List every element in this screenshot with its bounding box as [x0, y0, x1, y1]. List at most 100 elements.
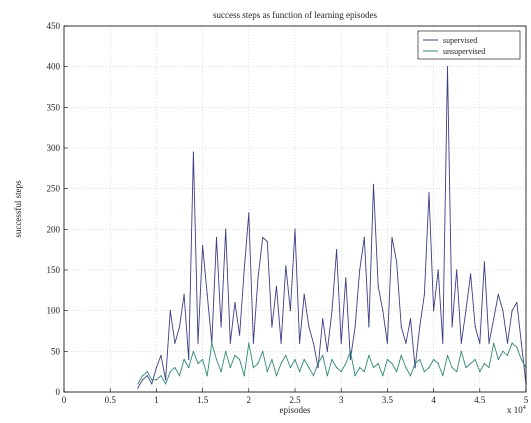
data-point-supervised — [165, 379, 167, 381]
x-tick-label: 4.5 — [474, 395, 486, 405]
legend: supervised unsupervised — [417, 30, 521, 60]
y-tick-label: 350 — [47, 102, 61, 112]
data-point-unsupervised — [405, 367, 407, 369]
data-point-supervised — [178, 326, 181, 328]
data-point-supervised — [520, 342, 522, 344]
data-point-supervised — [409, 318, 412, 320]
legend-label-supervised: supervised — [443, 36, 477, 45]
data-point-supervised — [317, 367, 319, 369]
data-point-unsupervised — [275, 375, 278, 377]
data-point-unsupervised — [493, 342, 495, 344]
legend-box — [417, 30, 521, 60]
data-point-supervised — [511, 310, 513, 312]
data-point-unsupervised — [419, 358, 421, 361]
data-point-supervised — [474, 326, 476, 328]
x-tick-label: 3.5 — [382, 395, 394, 405]
data-point-supervised — [155, 367, 157, 369]
data-point-supervised — [488, 342, 490, 344]
data-point-supervised — [188, 358, 190, 361]
data-point-supervised — [345, 277, 347, 279]
data-point-unsupervised — [354, 375, 356, 377]
data-point-supervised — [229, 342, 231, 344]
data-point-supervised — [497, 293, 499, 295]
data-point-unsupervised — [363, 371, 365, 373]
data-point-unsupervised — [252, 367, 255, 369]
data-point-supervised — [479, 342, 481, 344]
data-point-unsupervised — [497, 358, 499, 361]
x-tick-label: 2.5 — [289, 395, 301, 405]
data-point-supervised — [433, 310, 435, 312]
data-point-unsupervised — [391, 362, 393, 365]
data-point-supervised — [451, 326, 453, 328]
data-point-supervised — [192, 151, 194, 153]
data-point-unsupervised — [225, 350, 227, 352]
data-point-unsupervised — [469, 362, 472, 365]
data-point-supervised — [326, 350, 328, 352]
data-point-supervised — [141, 379, 144, 381]
data-point-supervised — [396, 261, 398, 263]
data-point-unsupervised — [433, 358, 435, 361]
data-point-unsupervised — [229, 367, 231, 369]
data-point-unsupervised — [368, 354, 370, 356]
data-point-unsupervised — [169, 371, 171, 373]
data-point-supervised — [137, 387, 139, 389]
series-layer — [137, 66, 527, 389]
data-point-unsupervised — [451, 367, 453, 369]
data-point-unsupervised — [400, 354, 402, 356]
data-point-supervised — [252, 342, 255, 344]
data-point-supervised — [294, 228, 296, 230]
data-point-supervised — [146, 375, 148, 377]
data-point-unsupervised — [206, 375, 208, 377]
data-point-supervised — [493, 318, 495, 320]
data-point-supervised — [460, 342, 462, 344]
x-multiplier-label: x 104 — [507, 405, 526, 415]
y-tick-label: 200 — [47, 224, 61, 234]
data-point-supervised — [322, 318, 324, 320]
data-point-supervised — [359, 269, 361, 271]
data-point-supervised — [312, 342, 315, 344]
data-point-supervised — [377, 285, 379, 287]
data-point-supervised — [289, 310, 291, 312]
data-point-supervised — [442, 342, 444, 344]
data-point-unsupervised — [335, 367, 338, 369]
data-point-unsupervised — [479, 371, 481, 373]
data-point-unsupervised — [266, 371, 268, 373]
data-point-unsupervised — [409, 375, 412, 377]
data-point-supervised — [202, 245, 204, 247]
data-point-unsupervised — [340, 371, 342, 373]
data-point-unsupervised — [303, 358, 305, 361]
data-point-supervised — [299, 342, 301, 344]
data-point-supervised — [331, 310, 333, 312]
data-point-unsupervised — [382, 375, 384, 377]
data-point-supervised — [428, 192, 430, 194]
data-point-supervised — [266, 240, 268, 243]
data-point-supervised — [275, 285, 278, 287]
chart-title: success steps as function of learning ep… — [213, 10, 377, 20]
data-point-supervised — [215, 236, 218, 239]
ticks: 0 0.5 1 1.5 2 2.5 3 3.5 4 4.5 50501001502002503003… — [47, 21, 529, 405]
data-point-supervised — [516, 301, 518, 304]
data-point-supervised — [414, 367, 416, 369]
data-point-unsupervised — [502, 350, 504, 352]
data-point-supervised — [372, 184, 375, 186]
data-point-supervised — [340, 342, 342, 344]
data-point-unsupervised — [317, 362, 319, 365]
data-point-unsupervised — [137, 383, 139, 385]
data-point-supervised — [308, 326, 310, 328]
data-point-supervised — [234, 301, 236, 304]
data-point-unsupervised — [289, 367, 291, 369]
data-point-supervised — [456, 269, 458, 271]
data-point-supervised — [354, 326, 356, 328]
data-point-supervised — [469, 273, 472, 275]
data-point-unsupervised — [474, 358, 476, 361]
data-point-unsupervised — [192, 350, 194, 352]
data-point-unsupervised — [262, 350, 264, 352]
data-point-unsupervised — [331, 358, 333, 361]
data-point-unsupervised — [437, 362, 439, 365]
data-point-supervised — [386, 342, 388, 344]
data-point-unsupervised — [322, 354, 324, 356]
data-point-supervised — [405, 342, 407, 344]
y-tick-label: 450 — [47, 21, 61, 31]
data-point-unsupervised — [423, 371, 425, 373]
data-point-supervised — [506, 342, 509, 344]
